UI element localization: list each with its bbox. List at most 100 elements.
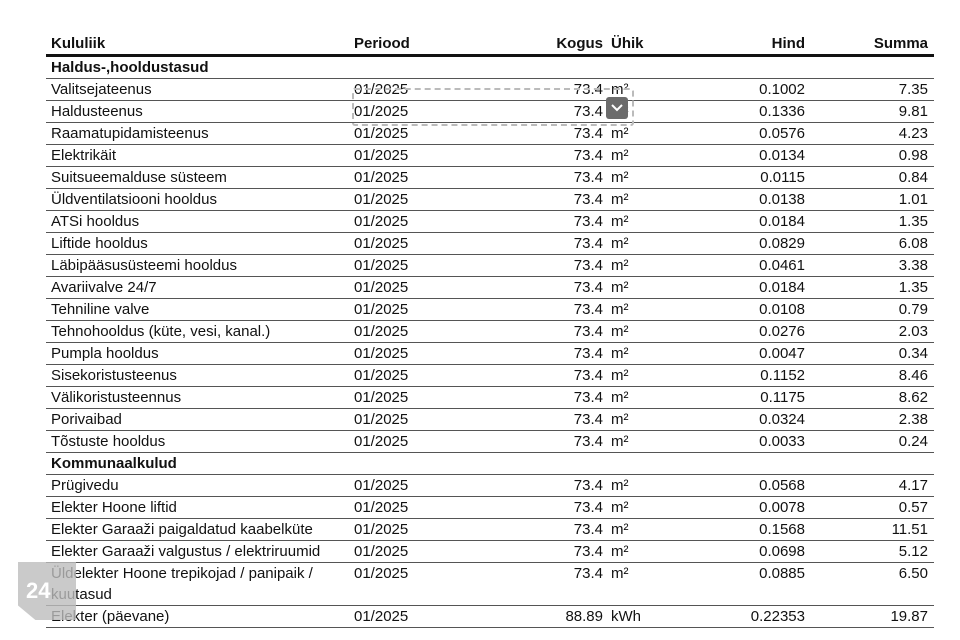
cell-qty: 73.4: [573, 367, 603, 384]
cell-sum: 0.79: [898, 301, 928, 318]
cell-qty: 73.4: [573, 235, 603, 252]
cell-unit: m²: [611, 257, 629, 274]
cell-unit: m²: [611, 499, 629, 516]
cell-price: 0.0047: [759, 345, 805, 362]
table-row: Tõstuste hooldus 01/2025 73.4 m² 0.0033 0.24: [46, 431, 934, 453]
cell-price: 0.0568: [759, 477, 805, 494]
cell-unit: m²: [611, 543, 629, 560]
cell-sum: 0.84: [898, 169, 928, 186]
cell-price: 0.0078: [759, 499, 805, 516]
cell-unit: m²: [611, 411, 629, 428]
cell-price: 0.0184: [759, 213, 805, 230]
cell-period: 01/2025: [354, 367, 409, 384]
cell-name: Välikoristusteennus: [51, 389, 182, 406]
header-qty: Kogus: [556, 35, 603, 52]
cell-sum: 2.03: [898, 323, 928, 340]
cell-period: 01/2025: [354, 499, 409, 516]
cell-qty: 73.4: [573, 125, 603, 142]
cell-period: 01/2025: [354, 103, 409, 120]
cell-unit: m²: [611, 147, 629, 164]
cell-qty: 73.4: [573, 279, 603, 296]
selection-box[interactable]: [352, 88, 634, 126]
cell-sum: 0.98: [898, 147, 928, 164]
cell-price: 0.0033: [759, 433, 805, 450]
cell-qty: 73.4: [573, 213, 603, 230]
cell-name: Liftide hooldus: [51, 235, 148, 252]
cell-unit: m²: [611, 521, 629, 538]
table-row: Avariivalve 24/7 01/2025 73.4 m² 0.0184 1.35: [46, 277, 934, 299]
cell-qty: 73.4: [573, 411, 603, 428]
table-row: Raamatupidamisteenus 01/2025 73.4 m² 0.0576 4…: [46, 123, 934, 145]
cell-qty: 73.4: [573, 389, 603, 406]
cell-name: Sisekoristusteenus: [51, 367, 177, 384]
cell-price: 0.0576: [759, 125, 805, 142]
cell-price: 0.0138: [759, 191, 805, 208]
cell-price: 0.0184: [759, 279, 805, 296]
cell-period: 01/2025: [354, 389, 409, 406]
cell-unit: m²: [611, 125, 629, 142]
cell-price: 0.0461: [759, 257, 805, 274]
cell-name: Haldusteenus: [51, 103, 143, 120]
cell-unit: m²: [611, 279, 629, 296]
cell-price: 0.0108: [759, 301, 805, 318]
table-row: Välikoristusteennus 01/2025 73.4 m² 0.1175 8.…: [46, 387, 934, 409]
cell-qty: 73.4: [573, 103, 603, 120]
header-name: Kululiik: [51, 35, 106, 52]
cell-unit: m²: [611, 345, 629, 362]
table-header: Kululiik Periood Kogus Ühik Hind Summa: [46, 33, 934, 57]
cell-price: 0.0698: [759, 543, 805, 560]
table-row: Läbipääsusüsteemi hooldus 01/2025 73.4 m² 0.…: [46, 255, 934, 277]
cell-qty: 73.4: [573, 301, 603, 318]
cell-period: 01/2025: [354, 608, 409, 625]
cell-qty: 73.4: [573, 477, 603, 494]
header-unit: Ühik: [611, 35, 644, 52]
cell-price: 0.1175: [760, 389, 805, 406]
cell-sum: 7.35: [898, 81, 928, 98]
cell-unit: m²: [611, 213, 629, 230]
cell-sum: 5.12: [898, 543, 928, 560]
header-sum: Summa: [873, 35, 928, 52]
section-title: Haldus-,hooldustasud: [51, 59, 209, 76]
cell-period: 01/2025: [354, 279, 409, 296]
cell-qty: 88.89: [565, 608, 603, 625]
cell-sum: 1.35: [898, 279, 928, 296]
cell-period: 01/2025: [354, 521, 409, 538]
cost-table: Kululiik Periood Kogus Ühik Hind Summa H…: [46, 33, 934, 628]
cell-sum: 4.23: [898, 125, 928, 142]
cell-unit: m²: [611, 389, 629, 406]
cell-price: 0.1568: [759, 521, 805, 538]
cell-unit: m²: [611, 169, 629, 186]
cell-period: 01/2025: [354, 191, 409, 208]
section-header: Kommunaalkulud: [46, 453, 934, 475]
page-badge: 24: [18, 562, 76, 620]
cell-sum: 4.17: [898, 477, 928, 494]
cell-period: 01/2025: [354, 323, 409, 340]
table-row: Suitsueemalduse süsteem 01/2025 73.4 m² 0.01…: [46, 167, 934, 189]
cell-sum: 0.34: [898, 345, 928, 362]
cell-period: 01/2025: [354, 345, 409, 362]
cell-name: Läbipääsusüsteemi hooldus: [51, 257, 237, 274]
cell-period: 01/2025: [354, 125, 409, 142]
header-period: Periood: [354, 35, 410, 52]
cell-period: 01/2025: [354, 147, 409, 164]
cell-name: Porivaibad: [51, 411, 122, 428]
table-row: Valitsejateenus 01/2025 73.4 m² 0.1002 7.35: [46, 79, 934, 101]
cell-price: 0.1152: [760, 367, 805, 384]
table-row: Prügivedu 01/2025 73.4 m² 0.0568 4.17: [46, 475, 934, 497]
table-row: Liftide hooldus 01/2025 73.4 m² 0.0829 6.08: [46, 233, 934, 255]
cell-qty: 73.4: [573, 433, 603, 450]
chevron-down-icon[interactable]: [606, 97, 628, 119]
cell-unit: m²: [611, 235, 629, 252]
cell-period: 01/2025: [354, 565, 409, 582]
cell-qty: 73.4: [573, 499, 603, 516]
cell-unit: m²: [611, 433, 629, 450]
cell-sum: 9.81: [898, 103, 928, 120]
cell-name: Pumpla hooldus: [51, 345, 159, 362]
cell-unit: m²: [611, 565, 629, 582]
cell-qty: 73.4: [573, 147, 603, 164]
cell-name: Raamatupidamisteenus: [51, 125, 209, 142]
cell-unit: m²: [611, 367, 629, 384]
cell-name: Üldventilatsiooni hooldus: [51, 191, 217, 208]
cell-price: 0.1336: [759, 103, 805, 120]
cell-period: 01/2025: [354, 301, 409, 318]
